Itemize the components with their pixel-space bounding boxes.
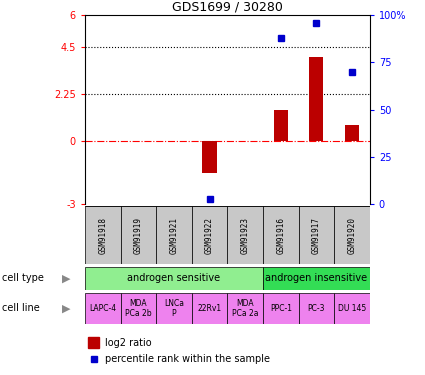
Bar [334, 206, 370, 264]
Text: ▶: ▶ [62, 273, 70, 283]
Bar [227, 292, 263, 324]
Bar [192, 292, 227, 324]
Text: GSM91919: GSM91919 [134, 217, 143, 254]
Text: androgen insensitive: androgen insensitive [265, 273, 368, 283]
Text: MDA
PCa 2b: MDA PCa 2b [125, 299, 152, 318]
Text: PC-3: PC-3 [308, 304, 325, 313]
Text: cell line: cell line [2, 303, 40, 313]
Bar [298, 292, 334, 324]
Bar [334, 292, 370, 324]
Bar [274, 110, 288, 141]
Text: cell type: cell type [2, 273, 44, 283]
Text: percentile rank within the sample: percentile rank within the sample [105, 354, 270, 364]
Bar [88, 337, 99, 348]
Bar [263, 267, 370, 290]
Bar [156, 292, 192, 324]
Bar [85, 267, 263, 290]
Bar [192, 206, 227, 264]
Bar [85, 292, 121, 324]
Text: GSM91920: GSM91920 [348, 217, 357, 254]
Text: 22Rv1: 22Rv1 [198, 304, 222, 313]
Bar [85, 206, 121, 264]
Text: PPC-1: PPC-1 [270, 304, 292, 313]
Text: ▶: ▶ [62, 303, 70, 313]
Bar [156, 206, 192, 264]
Text: GSM91918: GSM91918 [98, 217, 107, 254]
Bar [298, 206, 334, 264]
Bar [309, 57, 323, 141]
Text: GSM91917: GSM91917 [312, 217, 321, 254]
Text: LNCa
P: LNCa P [164, 299, 184, 318]
Text: GSM91916: GSM91916 [276, 217, 285, 254]
Bar [121, 206, 156, 264]
Bar [202, 141, 217, 173]
Text: GSM91923: GSM91923 [241, 217, 249, 254]
Bar [263, 292, 298, 324]
Bar [263, 206, 298, 264]
Bar [345, 126, 359, 141]
Text: GSM91922: GSM91922 [205, 217, 214, 254]
Title: GDS1699 / 30280: GDS1699 / 30280 [172, 1, 283, 14]
Text: androgen sensitive: androgen sensitive [128, 273, 221, 283]
Text: GSM91921: GSM91921 [170, 217, 178, 254]
Text: LAPC-4: LAPC-4 [89, 304, 116, 313]
Bar [227, 206, 263, 264]
Text: log2 ratio: log2 ratio [105, 338, 152, 348]
Text: DU 145: DU 145 [338, 304, 366, 313]
Bar [121, 292, 156, 324]
Text: MDA
PCa 2a: MDA PCa 2a [232, 299, 258, 318]
